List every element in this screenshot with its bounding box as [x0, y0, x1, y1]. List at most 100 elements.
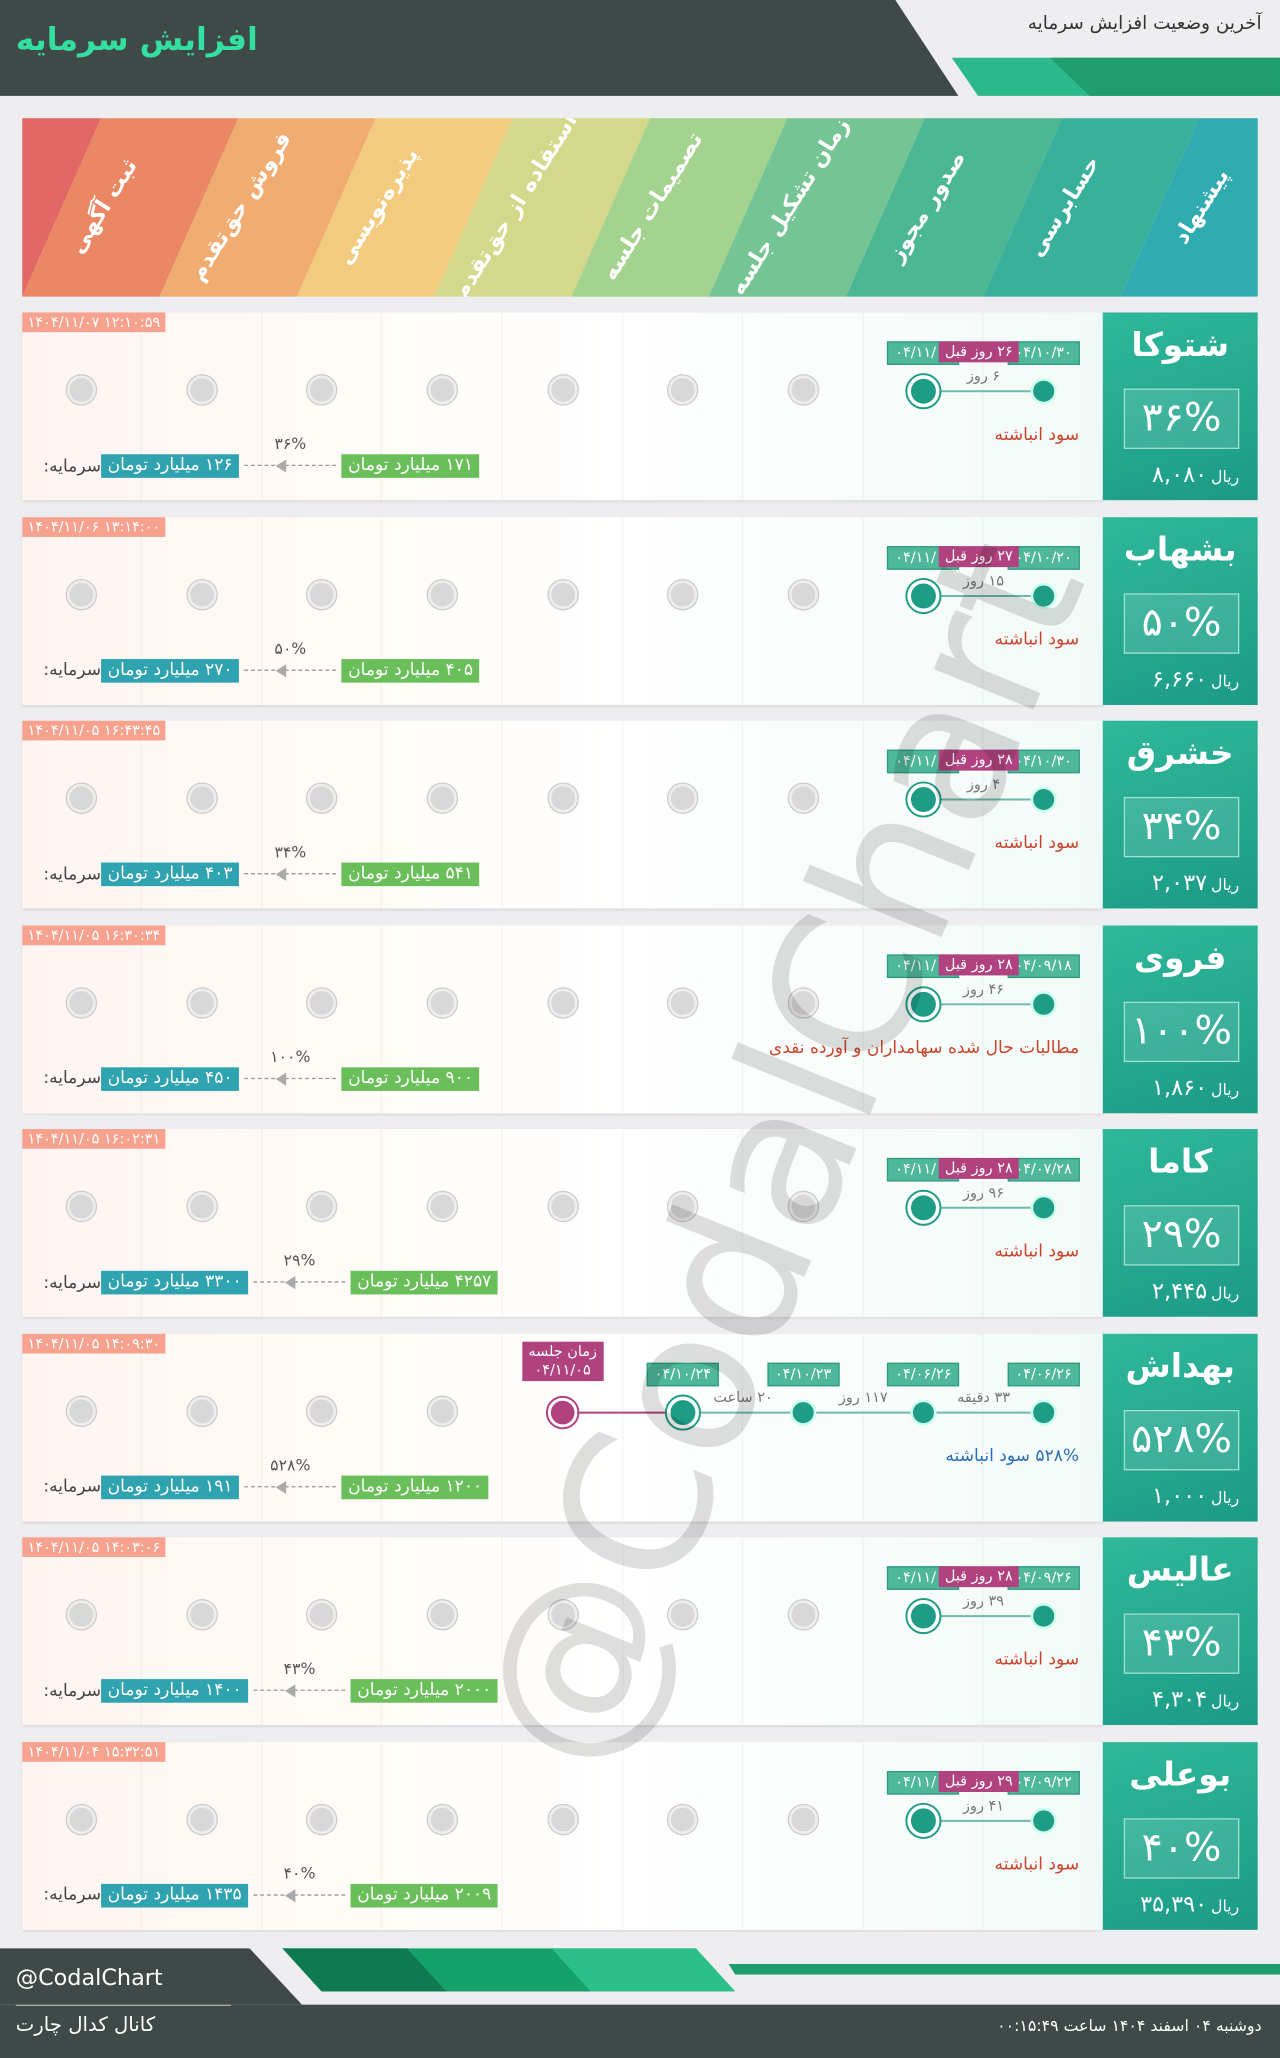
company-percent: ۵۰%	[1123, 592, 1240, 654]
stage-dot	[187, 1192, 217, 1221]
stage-band	[159, 118, 376, 297]
column-line	[621, 924, 624, 1113]
column-line	[621, 516, 624, 705]
change-percent: ۳۴%	[274, 842, 307, 862]
meeting-date: ۰۴/۱۱/۰۵	[534, 1360, 591, 1378]
capital-to: ۹۰۰ میلیارد تومان	[341, 1066, 480, 1091]
price-value: ۶,۶۶۰	[1152, 666, 1208, 693]
change-percent: ۴۳%	[283, 1659, 316, 1678]
company-percent: ۳۶%	[1123, 388, 1240, 449]
capital-change: ۴۳%	[248, 1659, 350, 1701]
company-row: ۱۴۰۴/۱۱/۰۵ ۱۶:۳۰:۳۴ ۰۴/۰۹/۱۸ ۰۴/۱۱/۰۵ ۴۶ رو…	[22, 924, 1258, 1113]
column-line	[741, 720, 744, 909]
company-name: شتوکا	[1131, 325, 1230, 364]
stage-node-ring	[905, 1189, 942, 1226]
stage-node	[907, 1599, 940, 1633]
stage-band	[22, 118, 239, 297]
capital-line: سرمایه: ۴۵۰ میلیارد تومان ۱۰۰% ۹۰۰ میلیارد …	[38, 1047, 480, 1091]
company-row: ۱۴۰۴/۱۱/۰۵ ۱۶:۰۲:۳۱ ۰۴/۰۷/۲۸ ۰۴/۱۱/۰۵ ۹۶ رو…	[22, 1129, 1258, 1317]
capital-label: سرمایه:	[43, 1272, 102, 1293]
capital-change: ۵۰%	[239, 639, 341, 681]
stage-dot	[788, 987, 818, 1017]
column-line	[381, 312, 383, 501]
timeline	[905, 577, 1057, 614]
capital-change: ۱۰۰%	[239, 1047, 341, 1089]
stage-node-ring	[905, 781, 942, 818]
company-price: ریال۱,۸۶۰	[1152, 1075, 1239, 1101]
capital-from: ۲۷۰ میلیارد تومان	[101, 658, 240, 683]
column-line	[381, 1741, 383, 1930]
days-ago-badge: ۲۸ روز قبل	[938, 953, 1020, 975]
change-arrow	[253, 1281, 346, 1283]
column-line	[260, 924, 263, 1113]
column-line	[260, 1129, 263, 1317]
description: سود انباشته	[994, 1650, 1080, 1670]
company-row: ۱۴۰۴/۱۱/۰۴ ۱۵:۳۲:۵۱ ۰۴/۰۹/۲۲ ۰۴/۱۱/۰۴ ۴۱ رو…	[22, 1741, 1258, 1930]
stage-node	[907, 374, 940, 408]
capital-line: سرمایه: ۱۹۱ میلیارد تومان ۵۲۸% ۱۲۰۰ میلیارد…	[38, 1455, 489, 1499]
column-line	[982, 516, 984, 705]
column-line	[260, 1537, 263, 1726]
stage-dot	[668, 783, 698, 813]
capital-to: ۱۷۱ میلیارد تومان	[341, 454, 480, 478]
capital-to: ۲۰۰۹ میلیارد تومان	[350, 1883, 498, 1907]
column-line	[381, 516, 383, 705]
column-line	[260, 312, 263, 501]
stage-dot	[788, 1192, 818, 1221]
stage-dot	[427, 987, 457, 1017]
stage-gap: ۳۳ دقیقه	[957, 1388, 1010, 1406]
price-unit: ریال	[1211, 1488, 1240, 1507]
stage-dot	[67, 1600, 97, 1630]
stage-band	[296, 118, 513, 297]
stage-dot	[788, 1804, 818, 1834]
company-percent: ۳۴%	[1123, 796, 1240, 858]
company-percent: ۴۳%	[1123, 1613, 1240, 1674]
footer-divider	[15, 2004, 232, 2006]
stage-node	[1030, 1602, 1057, 1630]
stage-date: ۰۴/۱۰/۳۰	[1007, 749, 1080, 774]
company-card: بوعلی ۴۰% ریال۳۵,۳۹۰	[1102, 1741, 1258, 1930]
stage-dot	[67, 987, 97, 1017]
column-line	[741, 1537, 744, 1726]
days-ago-badge: ۲۶ روز قبل	[938, 341, 1020, 363]
price-value: ۱,۸۶۰	[1152, 1074, 1208, 1101]
change-arrow	[253, 1689, 346, 1691]
stage-dot	[427, 1600, 457, 1630]
stage-gap: ۴ روز	[966, 775, 1001, 793]
stage-node-ring	[905, 985, 942, 1022]
column-line	[260, 720, 263, 909]
change-arrow-head	[285, 1684, 296, 1698]
stage-dot	[668, 1192, 698, 1221]
stage-dot	[548, 1804, 578, 1834]
stage-node	[1030, 786, 1057, 813]
price-value: ۲,۰۳۷	[1152, 870, 1208, 897]
stage-dot	[788, 375, 818, 405]
price-value: ۲,۴۴۵	[1152, 1278, 1208, 1305]
column-line	[140, 312, 143, 501]
company-name: بهداش	[1125, 1346, 1235, 1385]
stage-gap: ۴۱ روز	[963, 1796, 1005, 1814]
company-card: خشرق ۳۴% ریال۲,۰۳۷	[1102, 720, 1258, 909]
change-arrow	[244, 464, 337, 467]
company-card: بهداش ۵۲۸% ریال۱,۰۰۰	[1102, 1333, 1258, 1521]
stage-dot	[788, 1600, 818, 1630]
stage-shade	[22, 118, 1258, 297]
company-row: ۱۴۰۴/۱۱/۰۵ ۱۴:۰۹:۳۰ ۰۴/۰۶/۲۶ ۰۴/۰۶/۲۶ ۰۴/۱۰…	[22, 1333, 1258, 1521]
company-price: ریال۳۵,۳۹۰	[1140, 1891, 1239, 1917]
stage-dot	[67, 1192, 97, 1221]
capital-from: ۳۳۰۰ میلیارد تومان	[101, 1270, 249, 1295]
timeline	[905, 781, 1057, 818]
stage-dot	[548, 783, 578, 813]
capital-to: ۵۴۱ میلیارد تومان	[341, 862, 480, 887]
capital-label: سرمایه:	[43, 1681, 102, 1701]
capital-label: سرمایه:	[43, 1068, 102, 1089]
stage-dot	[187, 987, 217, 1017]
stage-node	[1030, 1398, 1057, 1426]
capital-change: ۲۹%	[248, 1251, 350, 1293]
company-row: ۱۴۰۴/۱۱/۰۵ ۱۴:۰۳:۰۶ ۰۴/۰۹/۲۶ ۰۴/۱۱/۰۵ ۳۹ رو…	[22, 1537, 1258, 1726]
meeting-node	[548, 1397, 578, 1427]
stage-dot	[668, 1804, 698, 1834]
stage-node	[1030, 582, 1057, 609]
company-name: خشرق	[1126, 733, 1234, 772]
stage-dot	[427, 783, 457, 813]
